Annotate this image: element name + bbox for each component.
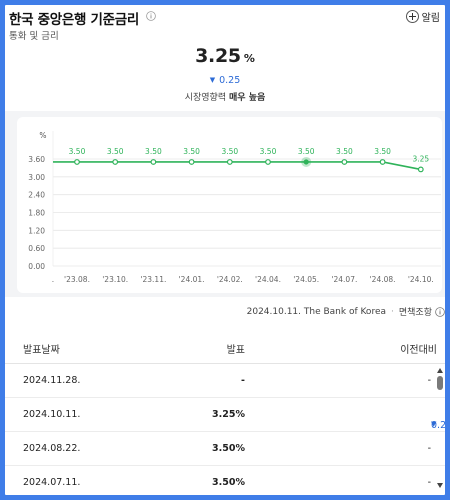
row-rate: 3.50% [212, 443, 245, 454]
rate-line-chart[interactable]: % 3.60 3.00 2.40 1.80 1.20 0.60 0.00. '23.08. '23… [5, 111, 445, 297]
x-tick-label: '24.04. [255, 275, 281, 284]
category-subtitle: 통화 및 금리 [9, 31, 59, 42]
row-rate: 3.25% [212, 409, 245, 420]
y-tick-label: 0.60 [28, 244, 45, 253]
data-label: 3.50 [374, 147, 391, 156]
y-axis-unit-label: % [39, 131, 46, 140]
x-tick-label: '23.08. [64, 275, 90, 284]
data-label: 3.50 [183, 147, 200, 156]
impact-value: 매우 높음 [229, 93, 266, 103]
alarm-button[interactable]: 알림 [405, 9, 440, 24]
disclaimer-link[interactable]: 면책조항 [398, 308, 432, 318]
impact-label: 시장영향력 [184, 93, 227, 103]
row-date: 2024.11.28. [23, 375, 81, 386]
row-date: 2024.07.11. [23, 477, 81, 488]
data-label: 3.50 [336, 147, 353, 156]
data-label: 3.50 [69, 147, 86, 156]
data-label: 3.25 [412, 154, 429, 163]
col-header-date: 발표날짜 [23, 345, 60, 356]
scroll-up-arrow[interactable] [437, 368, 443, 373]
info-icon[interactable] [146, 11, 156, 21]
app-frame: 한국 중앙은행 기준금리 통화 및 금리 알림 3.25% ▼ 0.25 시장영향… [5, 5, 445, 495]
data-point [188, 159, 195, 165]
y-tick-label: 1.20 [28, 226, 45, 235]
announcement-table: 2024.11.28. - - 2024.10.11. 3.25% ▼0.25 … [5, 364, 445, 495]
x-tick-label: '24.10. [408, 275, 434, 284]
table-row: 2024.08.22. 3.50% - [5, 432, 445, 466]
row-rate: 3.50% [212, 477, 245, 488]
down-triangle-icon: ▼ [209, 76, 216, 84]
data-label: 3.50 [145, 147, 162, 156]
header: 한국 중앙은행 기준금리 통화 및 금리 알림 [5, 5, 445, 42]
y-tick-label: 3.60 [28, 155, 45, 164]
x-tick-label: '24.05. [293, 275, 319, 284]
data-point [265, 159, 271, 165]
rate-unit: % [243, 52, 255, 65]
market-impact: 시장영향력 매우 높음 [5, 90, 445, 103]
data-point [379, 159, 386, 165]
rate-change: ▼ 0.25 [5, 75, 445, 86]
col-header-diff: 이전대비 [400, 345, 437, 356]
page-title: 한국 중앙은행 기준금리 [9, 12, 139, 28]
data-point [226, 159, 233, 165]
data-point [341, 159, 348, 165]
data-point [417, 166, 424, 173]
row-diff: - [427, 477, 431, 488]
chart-area: % 3.60 3.00 2.40 1.80 1.20 0.60 0.00. '23.08. '23… [5, 111, 445, 297]
data-label: 3.50 [107, 147, 124, 156]
x-tick-label: '24.08. [370, 275, 396, 284]
row-date: 2024.08.22. [23, 443, 81, 454]
data-point [112, 159, 119, 165]
x-tick-label: '23.11. [140, 275, 166, 284]
data-point [150, 159, 157, 165]
x-tick-label: '24.01. [179, 275, 205, 284]
table-row: 2024.10.11. 3.25% ▼0.25 [5, 398, 445, 432]
y-tick-label: 2.40 [28, 191, 45, 200]
row-rate: - [241, 375, 245, 386]
row-date: 2024.10.11. [23, 409, 81, 420]
current-rate: 3.25 [195, 45, 241, 67]
plus-circle-icon [405, 9, 419, 23]
x-tick-label: . [52, 275, 54, 284]
x-tick-label: '24.07. [331, 275, 357, 284]
table-row: 2024.11.28. - - [5, 364, 445, 398]
down-triangle-icon: ▼ [431, 420, 437, 428]
alarm-label: 알림 [421, 12, 440, 24]
table-row: 2024.07.11. 3.50% - [5, 466, 445, 495]
info-icon[interactable] [435, 306, 445, 317]
y-tick-label: 0.00 [28, 262, 45, 271]
row-diff: - [427, 443, 431, 454]
x-tick-label: '24.02. [217, 275, 243, 284]
source-line: 2024.10.11. The Bank of Korea · 면책조항 [247, 305, 445, 318]
x-tick-label: '23.10. [102, 275, 128, 284]
data-label: 3.50 [221, 147, 238, 156]
rate-change-value: 0.25 [219, 75, 241, 86]
data-point [74, 159, 80, 165]
y-tick-label: 3.00 [28, 173, 45, 182]
y-tick-label: 1.80 [28, 209, 45, 218]
data-label: 3.50 [260, 147, 277, 156]
rate-summary: 3.25% ▼ 0.25 시장영향력 매우 높음 [5, 45, 445, 103]
series-line [77, 161, 421, 171]
source-text: 2024.10.11. The Bank of Korea [246, 306, 386, 317]
scroll-down-arrow[interactable] [437, 483, 443, 488]
table-header: 발표날짜 발표 이전대비 [5, 329, 445, 364]
col-header-rate: 발표 [226, 345, 245, 356]
data-label: 3.50 [298, 147, 315, 156]
data-point [303, 159, 309, 165]
chart-card [17, 117, 442, 293]
row-diff: - [427, 375, 431, 386]
scrollbar-thumb[interactable] [437, 376, 443, 390]
